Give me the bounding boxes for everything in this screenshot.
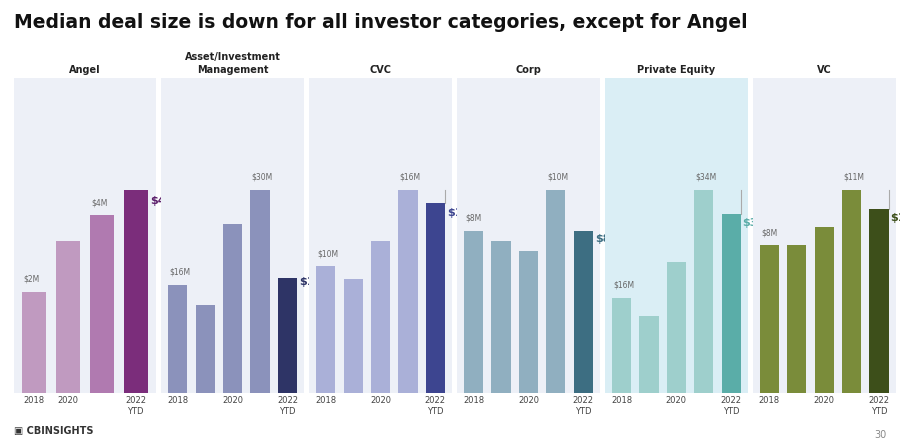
Text: $30M: $30M (252, 173, 273, 182)
Text: $10M: $10M (891, 213, 900, 224)
Bar (869, 209, 888, 393)
Bar (842, 190, 861, 393)
Bar (694, 190, 714, 393)
Bar (250, 190, 270, 393)
Bar (519, 251, 538, 393)
Text: 30: 30 (874, 430, 886, 440)
Bar (491, 241, 510, 393)
Bar (56, 241, 80, 393)
Title: Corp: Corp (516, 65, 542, 75)
Bar (667, 262, 686, 393)
Title: Private Equity: Private Equity (637, 65, 716, 75)
Text: $8M: $8M (761, 228, 778, 237)
Bar (22, 292, 46, 393)
Title: VC: VC (817, 65, 832, 75)
Bar (124, 190, 148, 393)
Bar (168, 285, 187, 393)
Bar (546, 190, 565, 393)
Bar (90, 215, 113, 393)
Bar (278, 278, 297, 393)
Text: ▣ CBINSIGHTS: ▣ CBINSIGHTS (14, 426, 93, 436)
Bar (722, 214, 741, 393)
Title: Angel: Angel (69, 65, 101, 75)
Title: Asset/Investment
Management: Asset/Investment Management (184, 52, 281, 75)
Text: $34M: $34M (696, 173, 716, 182)
Bar (316, 266, 336, 393)
Bar (814, 227, 833, 393)
Text: $2M: $2M (23, 274, 40, 283)
Bar (464, 231, 483, 393)
Bar (399, 190, 418, 393)
Bar (344, 279, 363, 393)
Bar (639, 316, 659, 393)
Bar (788, 245, 806, 393)
Text: $16M: $16M (613, 281, 634, 290)
Bar (426, 203, 445, 393)
Text: $10M: $10M (547, 173, 569, 182)
Text: $17M: $17M (299, 278, 333, 287)
Text: $11M: $11M (843, 173, 864, 182)
Title: CVC: CVC (370, 65, 392, 75)
Text: Median deal size is down for all investor categories, except for Angel: Median deal size is down for all investo… (14, 13, 747, 33)
Bar (195, 305, 215, 393)
Bar (223, 224, 242, 393)
Text: $16M: $16M (169, 268, 191, 277)
Text: $4M: $4M (150, 196, 176, 207)
Bar (612, 298, 631, 393)
Bar (760, 245, 779, 393)
Text: $15M: $15M (447, 208, 481, 218)
Bar (573, 231, 593, 393)
Text: $8M: $8M (595, 234, 621, 244)
Text: $30M: $30M (742, 218, 777, 228)
Text: $10M: $10M (318, 249, 338, 258)
Text: $8M: $8M (465, 214, 482, 223)
Bar (371, 241, 390, 393)
Text: $16M: $16M (400, 173, 421, 182)
Text: $4M: $4M (92, 198, 108, 207)
